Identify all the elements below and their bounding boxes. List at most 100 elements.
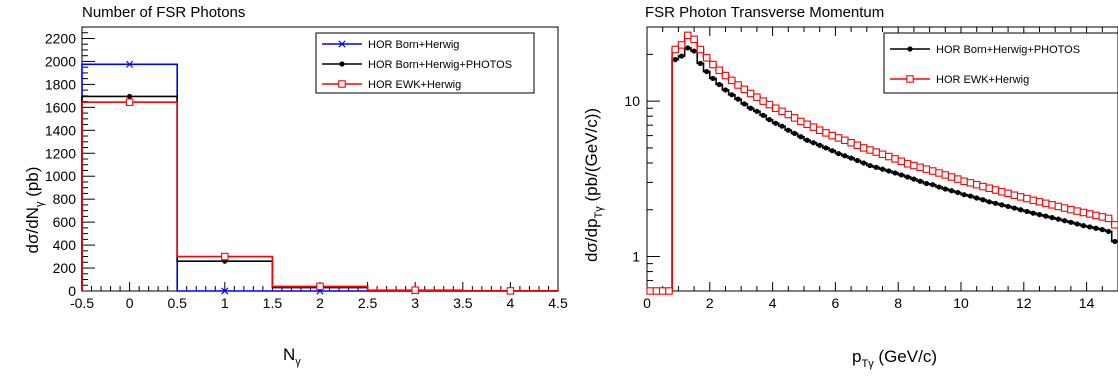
data-point (1011, 205, 1017, 211)
data-point (911, 176, 917, 182)
x-axis-label-sub: Tγ (861, 358, 874, 370)
data-point (1043, 213, 1049, 219)
legend-box (315, 32, 535, 94)
data-point (960, 177, 968, 186)
data-point (847, 138, 855, 147)
data-point (936, 184, 942, 190)
legend-label: HOR EWK+Herwig (368, 79, 461, 91)
data-point (790, 114, 799, 122)
data-point (735, 96, 741, 102)
y-tick-label: 2200 (45, 30, 76, 46)
y-axis-label: dσ/dpTγ (pb/(GeV/c)) (582, 108, 605, 262)
data-point (1054, 202, 1063, 211)
data-point (126, 60, 134, 68)
data-point (702, 54, 711, 62)
x-tick-label: 1 (221, 295, 229, 311)
data-point (754, 108, 760, 114)
y-tick-label: 1600 (45, 99, 76, 115)
x-tick-label: 10 (953, 295, 969, 311)
data-point (696, 45, 705, 54)
x-axis-label-sub: γ (295, 356, 301, 368)
y-tick-label: 0 (68, 283, 76, 299)
x-axis-label: pTγ (GeV/c) (852, 347, 937, 370)
data-point (1060, 204, 1069, 212)
data-point (690, 35, 698, 44)
data-point (710, 75, 716, 82)
x-tick-label: 1.5 (263, 295, 283, 311)
data-point (898, 172, 904, 178)
data-point (748, 105, 754, 111)
data-point (684, 31, 692, 40)
data-point (1068, 219, 1074, 225)
series-hor-born-herwig-photos (81, 93, 559, 294)
x-tick-label: 2.5 (358, 295, 378, 311)
data-point (878, 150, 887, 159)
data-point (867, 162, 873, 169)
data-point (760, 112, 766, 118)
data-point (715, 66, 723, 75)
x-tick-label: 3.5 (453, 295, 473, 311)
data-point (999, 202, 1005, 208)
data-point (766, 117, 773, 123)
data-point (759, 97, 767, 105)
legend-marker (338, 40, 346, 48)
legend-item-hor-ewk-herwig: HOR EWK+Herwig (890, 74, 1029, 86)
x-axis-label-main: p (852, 347, 861, 366)
data-point (872, 148, 880, 156)
x-tick-label: 0 (643, 295, 651, 311)
data-point (1004, 189, 1012, 198)
legend-label: HOR Born+Herwig+PHOTOS (936, 44, 1080, 56)
data-point (1092, 211, 1100, 220)
data-point (1035, 198, 1044, 206)
y-tick-label: 1800 (45, 76, 76, 92)
data-point (221, 287, 229, 295)
data-point (873, 164, 879, 170)
data-point (1079, 208, 1088, 217)
data-point (1062, 218, 1068, 224)
x-axis-label: Nγ (283, 345, 301, 368)
data-point (804, 137, 810, 143)
x-tick-label: -0.5 (70, 295, 94, 311)
data-point (961, 192, 967, 198)
y-axis-label-main: dσ/dN (23, 207, 42, 253)
legend-marker (339, 61, 345, 67)
data-point (992, 200, 999, 206)
data-point (771, 104, 780, 112)
x-tick-label: 0 (126, 295, 134, 311)
data-point (1023, 194, 1031, 203)
data-point (746, 89, 755, 98)
y-axis-label-sub: Tγ (593, 206, 605, 219)
legend-item-hor-born-herwig-photos: HOR Born+Herwig+PHOTOS (322, 59, 512, 71)
data-point (1049, 215, 1055, 221)
data-point (677, 41, 686, 49)
x-tick-label: 3 (411, 295, 419, 311)
data-point (948, 188, 955, 194)
chart-fsr-photon-transverse-momentum: FSR Photon Transverse Momentum dσ/dpTγ (… (582, 4, 1118, 370)
data-point (734, 81, 742, 89)
data-point (829, 148, 835, 154)
data-point (1036, 212, 1043, 218)
series-line (81, 101, 559, 292)
data-point (716, 81, 722, 88)
y-tick-label: 600 (53, 214, 77, 230)
y-tick-label: 200 (53, 260, 77, 276)
legend-label: HOR Born+Herwig+PHOTOS (368, 59, 512, 71)
data-point (966, 179, 975, 187)
data-point (991, 186, 1000, 194)
data-point (685, 45, 691, 51)
data-point (967, 193, 974, 199)
data-point (848, 155, 854, 161)
data-point (916, 163, 924, 172)
data-point (841, 136, 849, 145)
data-point (1111, 221, 1118, 229)
data-point (753, 93, 761, 101)
x-tick-label: 4.5 (548, 295, 568, 311)
data-point (842, 153, 848, 159)
data-point (935, 169, 943, 177)
data-point (922, 165, 931, 173)
data-point (891, 155, 899, 163)
legend: HOR Born+Herwig HOR Born+Herwig+PHOTOS HOR… (315, 32, 535, 94)
data-point (854, 157, 860, 164)
x-tick-label: 6 (832, 295, 840, 311)
legend-item-hor-born-herwig: HOR Born+Herwig (322, 39, 459, 51)
